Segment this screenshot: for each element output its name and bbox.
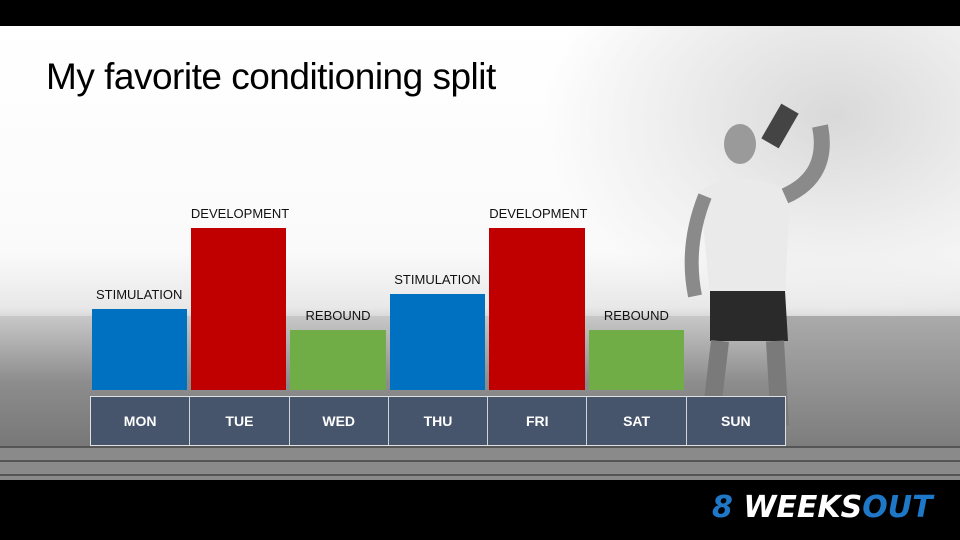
slide [0, 26, 960, 480]
bar-label-wed: REBOUND [305, 308, 371, 324]
logo-word-weeks: WEEKS [743, 490, 863, 525]
photo-steps [0, 446, 960, 480]
bar-wed [290, 330, 386, 390]
bar-label-fri: DEVELOPMENT [489, 206, 588, 221]
bar-thu [389, 294, 486, 390]
bar-label-sat: REBOUND [603, 308, 669, 324]
bar-label-thu: STIMULATION [394, 272, 481, 288]
day-cell-mon: MON [91, 397, 191, 445]
bar-tue [190, 228, 287, 390]
day-cell-wed: WED [290, 397, 389, 445]
day-cell-tue: TUE [190, 397, 290, 445]
slide-title: My favorite conditioning split [46, 56, 496, 97]
bar-sat [588, 330, 685, 390]
bar-fri [489, 228, 585, 390]
day-cell-thu: THU [389, 397, 489, 445]
bar-label-mon: STIMULATION [95, 287, 183, 302]
day-cell-sat: SAT [587, 397, 687, 445]
logo-number: 8 [712, 490, 733, 525]
weeks-out-logo: 8 WEEKSOUT [712, 490, 933, 525]
bar-mon [91, 309, 187, 390]
athlete-photo [684, 103, 830, 428]
chart-area: My favorite conditioning split STIMULATI… [0, 26, 960, 480]
photo-wall-right [770, 316, 960, 446]
day-cell-sun: SUN [721, 413, 751, 429]
day-axis-table: MON TUE WED THU FRI SAT SUN [90, 396, 786, 446]
day-cell-fri: FRI [488, 397, 588, 445]
logo-word-out: OUT [862, 490, 933, 525]
bar-label-tue: DEVELOPMENT [190, 206, 290, 221]
